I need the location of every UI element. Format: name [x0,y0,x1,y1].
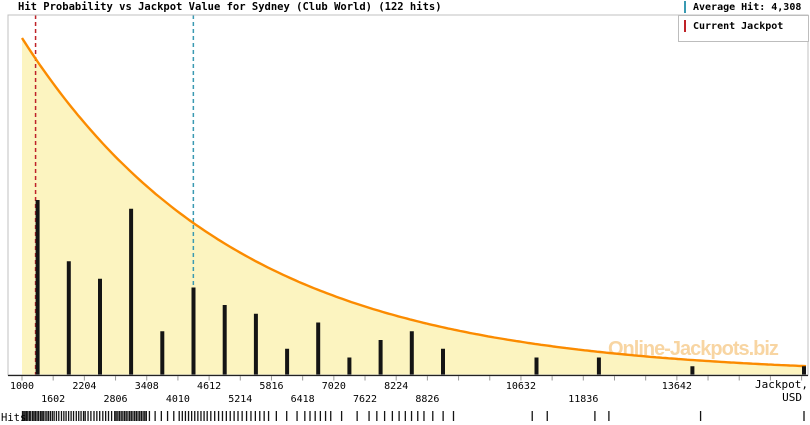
current-jackpot-line-icon [684,20,686,32]
histogram-bar [191,287,196,375]
probability-area-fill [22,38,806,375]
histogram-bar [66,261,71,375]
x-axis-title-line1: Jackpot, [755,378,808,391]
x-tick-label: 4612 [197,381,221,392]
x-tick-label: 7622 [353,394,377,405]
legend-item-average-hit: Average Hit: 4,308 [684,1,801,13]
histogram-bar [690,366,695,375]
chart-title: Hit Probability vs Jackpot Value for Syd… [18,1,442,13]
chart-elements-layer: 1000 2204 3408 4612 5816 7020 8224 10632 13642 16… [7,14,809,421]
histogram-bar [802,366,806,375]
histogram-bar [285,348,290,375]
x-tick-label: 4010 [166,394,190,405]
curve-fill-layer [22,38,806,375]
histogram-bar [253,313,258,375]
histogram-bar [129,208,134,375]
x-tick-label: 10632 [506,381,536,392]
x-tick-label: 7020 [322,381,346,392]
legend-box [678,15,809,42]
histogram-bar [316,322,321,375]
x-tick-label: 1000 [10,381,34,392]
histogram-bar [378,340,383,375]
histogram-bar [98,278,102,375]
histogram-bar [160,331,165,375]
x-tick-label: 1602 [41,394,65,405]
histogram-bar [596,357,601,375]
x-tick-label: 6418 [291,394,315,405]
x-tick-label: 5816 [259,381,283,392]
x-tick-label: 5214 [228,394,252,405]
legend-label-current-jackpot: Current Jackpot [693,20,784,32]
average-hit-line-icon [684,1,686,13]
x-tick-label: 13642 [662,381,692,392]
x-tick-label: 8224 [384,381,408,392]
x-tick-label: 2806 [104,394,128,405]
x-tick-label: 11836 [568,394,598,405]
histogram-bar [35,200,40,375]
histogram-bar [347,357,352,375]
histogram-bar [534,357,539,375]
x-tick-label: 2204 [72,381,96,392]
legend-item-current-jackpot: Current Jackpot [684,20,783,32]
rug-axis-label: Hits [1,412,27,424]
histogram-bar [222,305,227,375]
legend-label-average-hit: Average Hit: 4,308 [693,1,802,13]
histogram-bar [441,348,445,375]
x-tick-label: 3408 [135,381,159,392]
watermark: Online-Jackpots.biz [608,338,779,360]
x-tick-label: 8826 [415,394,439,405]
probability-curve [20,37,807,368]
histogram-bar [409,331,414,375]
x-axis-title-line2: USD [782,391,802,404]
